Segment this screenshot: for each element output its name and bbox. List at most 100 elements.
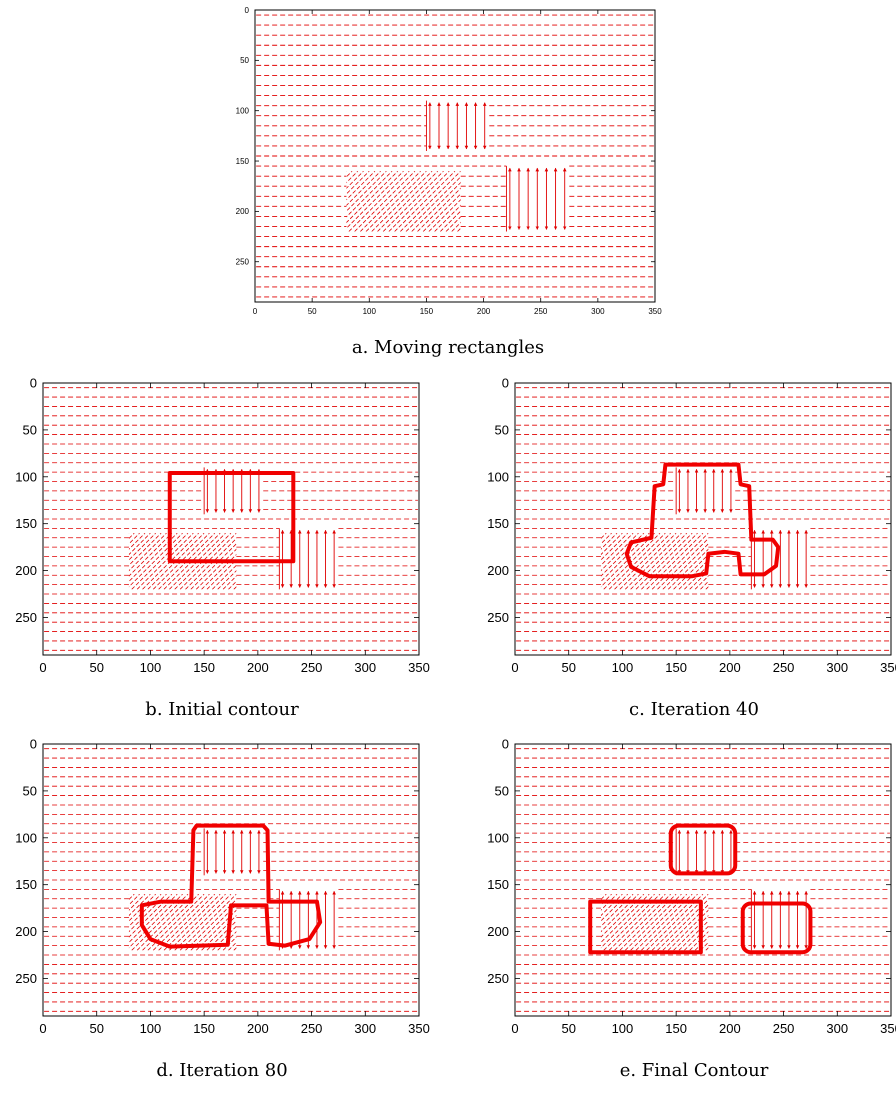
diagonal-arrow — [288, 533, 344, 589]
diagonal-arrow — [469, 171, 529, 231]
diagonal-arrow — [163, 894, 221, 951]
x-tick-label: 0 — [39, 1021, 46, 1036]
panel-d: 0 50 100 150 200 250 300 350 0 50 100 150 200 250 — [15, 737, 430, 1036]
diagonal-arrow — [646, 533, 704, 590]
diagonal-arrow — [128, 533, 173, 577]
x-tick-label: 50 — [561, 1021, 575, 1036]
x-tick-label: 200 — [247, 660, 269, 675]
y-tick-label: 0 — [30, 376, 37, 391]
diagonal-arrow — [492, 171, 552, 231]
diagonal-arrow — [457, 227, 461, 232]
panel-e: 0 50 100 150 200 250 300 350 0 50 100 150 200 250 — [487, 737, 896, 1036]
diagonal-arrow — [128, 894, 130, 895]
plot-frame — [514, 743, 892, 1017]
vector-field — [44, 748, 418, 1012]
x-tick-label: 200 — [719, 660, 741, 675]
diagonal-arrow — [411, 181, 461, 232]
x-tick-label: 350 — [408, 1021, 430, 1036]
diagonal-arrow — [388, 171, 450, 232]
vector-field — [44, 387, 418, 651]
diagonal-arrow — [600, 533, 623, 556]
diagonal-arrow — [678, 920, 709, 951]
y-tick-label: 200 — [15, 563, 37, 578]
x-tick-label: 50 — [308, 307, 317, 316]
diagonal-arrow — [206, 920, 237, 951]
diagonal-arrow — [128, 533, 146, 550]
vector-field — [516, 748, 890, 1012]
x-tick-label: 150 — [193, 1021, 215, 1036]
x-tick-label: 150 — [420, 307, 434, 316]
y-tick-label: 150 — [15, 516, 37, 531]
diagonal-arrow — [128, 533, 183, 588]
contour-initial-contour — [167, 471, 296, 564]
diagonal-arrow — [128, 533, 162, 566]
diagonal-arrow — [651, 533, 709, 590]
y-tick-label: 150 — [236, 157, 250, 166]
diagonal-arrow — [222, 936, 237, 951]
panel-a: 0 50 100 150 200 250 300 350 0 50 100 150 200 250 — [236, 6, 663, 316]
diagonal-arrow — [185, 898, 237, 951]
diagonal-arrow — [503, 171, 563, 231]
x-tick-label: 300 — [591, 307, 605, 316]
y-tick-label: 250 — [487, 610, 509, 625]
caption-b: b. Initial contour — [145, 699, 299, 720]
caption-d: d. Iteration 80 — [156, 1060, 287, 1081]
diagonal-arrow — [128, 533, 151, 556]
y-tick-label: 0 — [30, 737, 37, 752]
diagonal-arrow — [346, 171, 359, 184]
region-vertical-small — [203, 828, 261, 876]
diagonal-arrow — [662, 543, 709, 590]
y-tick-label: 200 — [487, 924, 509, 939]
diagonal-arrow — [212, 925, 237, 951]
y-tick-label: 200 — [487, 563, 509, 578]
plot-frame — [514, 382, 892, 656]
caption-e: e. Final Contour — [620, 1060, 769, 1081]
x-tick-label: 200 — [477, 307, 491, 316]
diagonal-arrow — [673, 553, 709, 590]
diagonal-arrow — [694, 936, 709, 951]
plot-frame — [42, 743, 420, 1017]
diagonal-arrow — [635, 533, 693, 590]
diagonal-arrow — [480, 171, 540, 231]
diagonal-arrow — [600, 533, 655, 588]
y-tick-label: 0 — [502, 376, 509, 391]
region-vertical-small — [203, 467, 261, 515]
diagonal-arrow — [440, 210, 461, 232]
x-tick-label: 0 — [511, 1021, 518, 1036]
diagonal-arrow — [222, 575, 237, 590]
y-tick-label: 50 — [495, 422, 509, 437]
x-tick-label: 100 — [363, 307, 377, 316]
contour-contour-final-top — [668, 823, 738, 876]
diagonal-arrow — [434, 204, 461, 232]
diagonal-arrow — [346, 171, 404, 229]
diagonal-arrow — [608, 533, 666, 590]
y-tick-label: 250 — [487, 971, 509, 986]
diagonal-arrow — [603, 533, 661, 590]
x-tick-label: 150 — [665, 660, 687, 675]
diagonal-arrow — [128, 894, 151, 917]
y-tick-label: 100 — [487, 469, 509, 484]
diagonal-arrow — [179, 894, 237, 951]
diagonal-arrow — [190, 904, 237, 951]
x-tick-label: 200 — [247, 1021, 269, 1036]
x-tick-label: 350 — [408, 660, 430, 675]
region-vertical-small — [425, 100, 487, 151]
y-tick-label: 250 — [15, 610, 37, 625]
x-tick-label: 300 — [826, 1021, 848, 1036]
region-vertical-large — [750, 889, 808, 951]
y-tick-label: 0 — [245, 6, 250, 15]
diagonal-arrow — [217, 570, 237, 590]
diagonal-arrow — [600, 533, 629, 561]
diagonal-arrow — [131, 533, 189, 590]
panel-c: 0 50 100 150 200 250 300 350 0 50 100 150 200 250 — [487, 376, 896, 675]
x-tick-label: 350 — [880, 1021, 896, 1036]
diagonal-arrow — [348, 171, 410, 232]
y-tick-label: 100 — [487, 830, 509, 845]
panel-b: 0 50 100 150 200 250 300 350 0 50 100 150 200 250 — [15, 376, 430, 675]
diagonal-arrow — [400, 171, 461, 232]
contour-contour-final-right — [740, 901, 813, 955]
x-tick-label: 0 — [253, 307, 258, 316]
diagonal-arrow — [600, 533, 607, 540]
diagonal-arrow — [689, 570, 709, 590]
diagonal-arrow — [475, 171, 535, 231]
